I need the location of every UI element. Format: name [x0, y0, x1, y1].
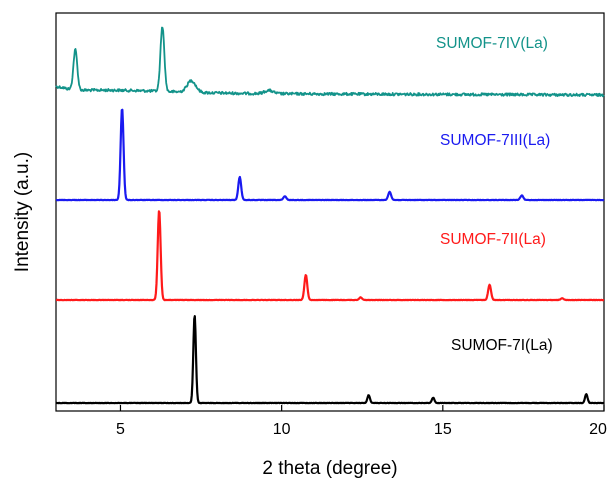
series-label-1: SUMOF-7IV(La) [436, 35, 548, 52]
plot-area [55, 12, 605, 412]
series-line-1 [55, 26, 605, 98]
plot-frame [55, 12, 605, 412]
series-layer [55, 26, 605, 405]
series-line-4 [55, 315, 605, 405]
y-axis-title: Intensity (a.u.) [12, 152, 33, 272]
x-tick-label: 10 [273, 421, 291, 438]
x-tick-label: 5 [116, 421, 125, 438]
x-axis-title: 2 theta (degree) [262, 458, 397, 479]
series-line-2 [55, 108, 605, 202]
x-axis-ticks [119, 405, 605, 411]
x-axis-tick-labels: 5 10 15 20 [116, 421, 607, 438]
x-tick-label: 20 [589, 421, 607, 438]
series-label-4: SUMOF-7I(La) [451, 337, 553, 354]
series-labels: SUMOF-7IV(La) SUMOF-7III(La) SUMOF-7II(La)… [436, 35, 553, 354]
series-label-3: SUMOF-7II(La) [440, 231, 546, 248]
series-line-3 [55, 210, 605, 302]
x-tick-label: 15 [434, 421, 452, 438]
series-label-2: SUMOF-7III(La) [440, 132, 550, 149]
